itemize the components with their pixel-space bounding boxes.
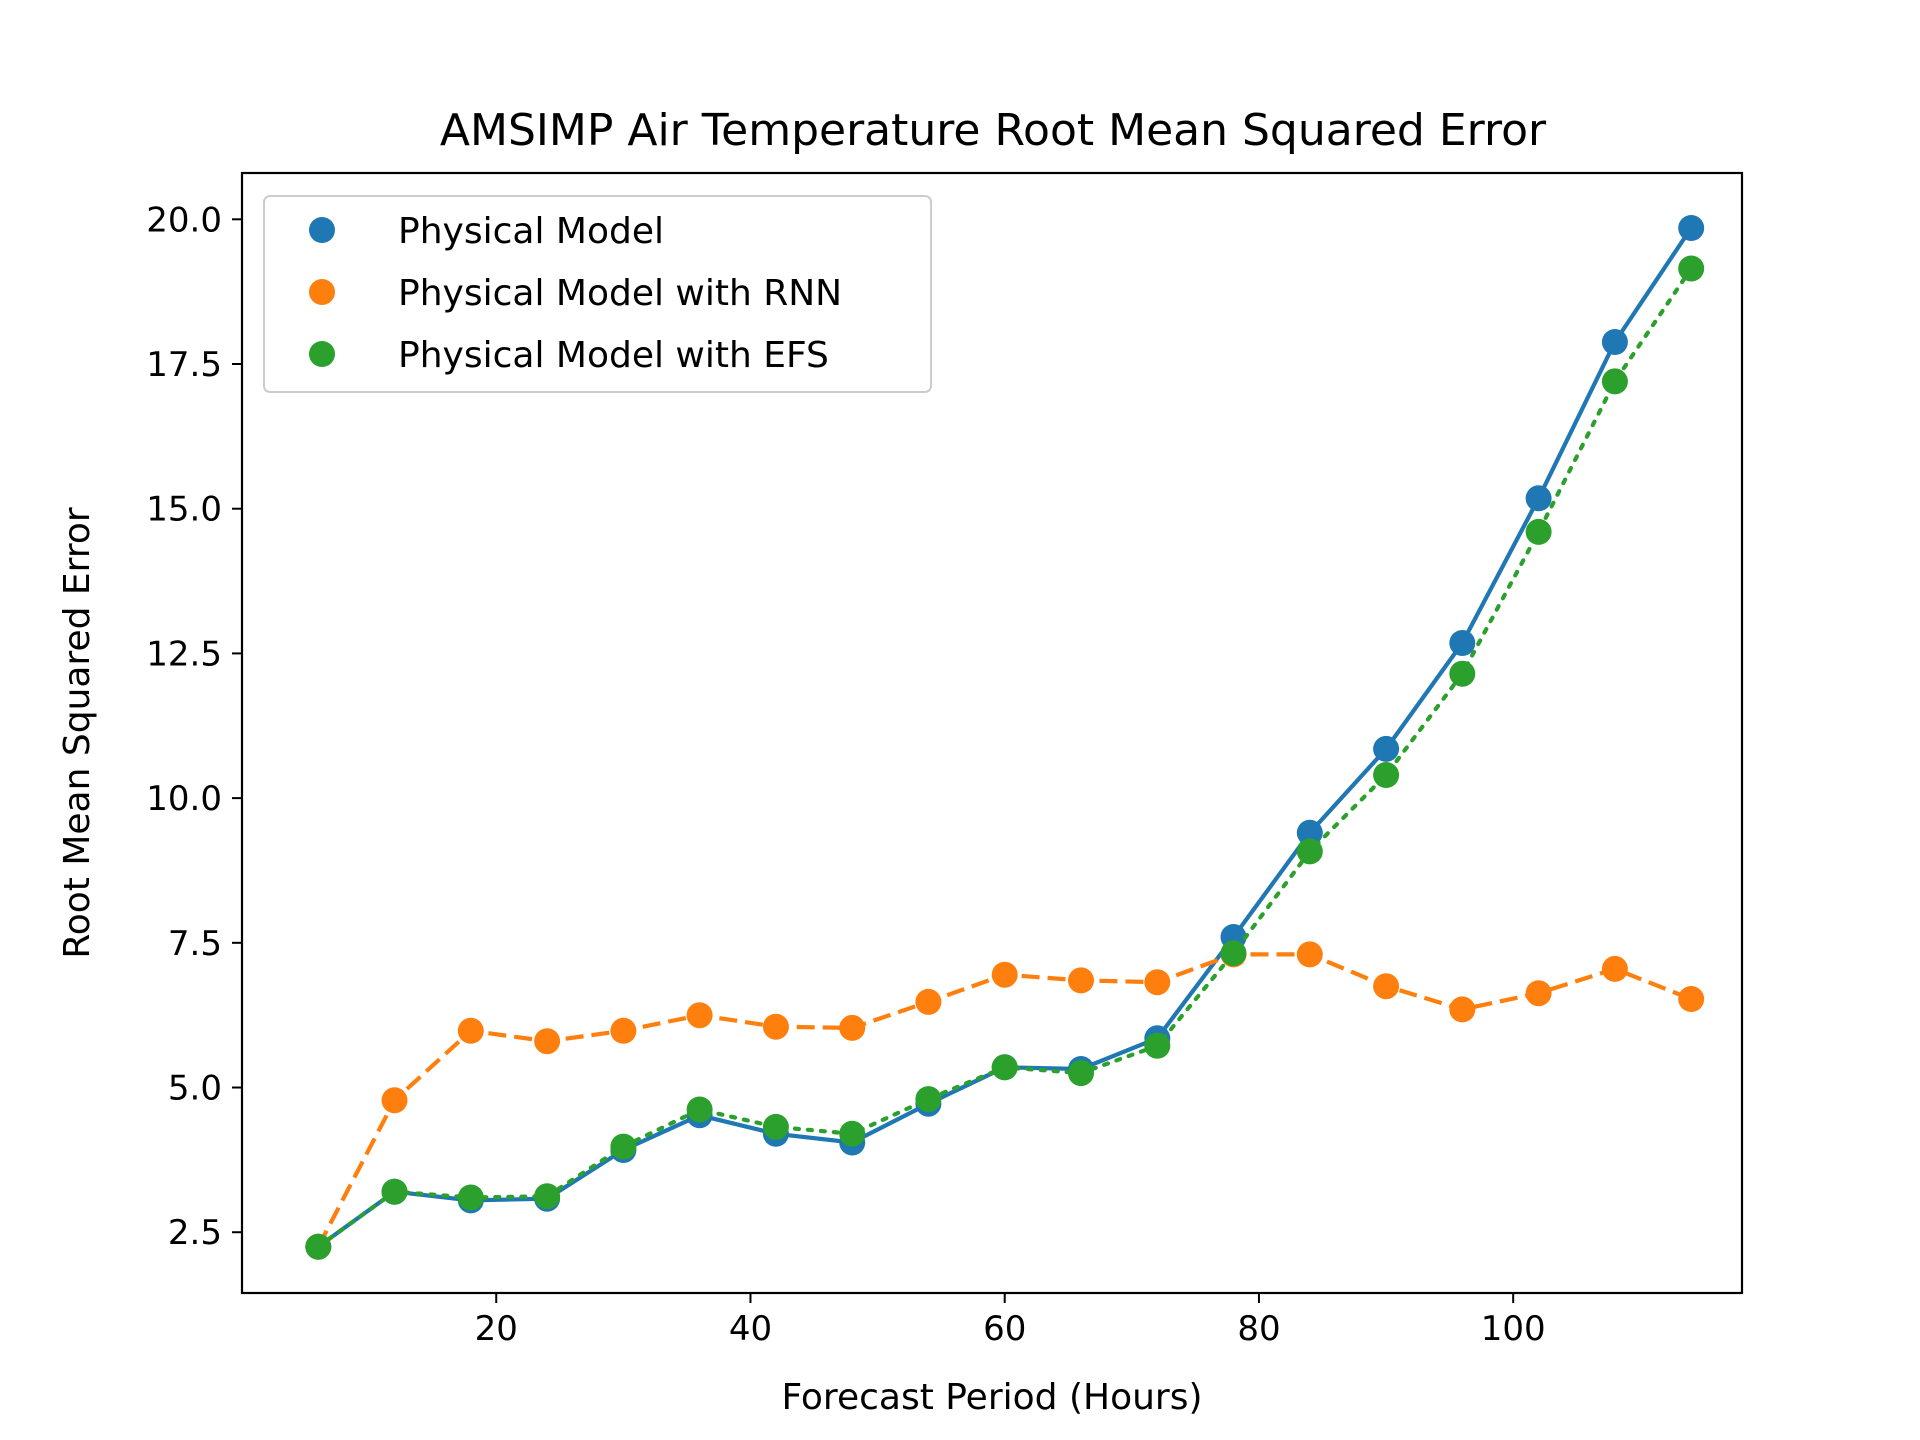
plot-area: 20 40 60 80 100 2.5 5.0 7.5 10.0 12.5 15.0 17.5 20.…	[146, 171, 1744, 1349]
legend-marker	[309, 341, 335, 367]
series-2-point	[1296, 941, 1323, 968]
y-tick-label: 17.5	[146, 345, 222, 385]
series-1-point	[1601, 329, 1628, 355]
series-layer	[305, 215, 1705, 1260]
x-axis-ticks: 20 40 60 80 100	[475, 1293, 1546, 1349]
legend-label: Physical Model	[398, 211, 664, 252]
x-tick-label: 80	[1237, 1309, 1280, 1349]
series-1-point	[1296, 819, 1323, 846]
series-2-point	[839, 1014, 866, 1041]
series-3-point	[610, 1133, 637, 1160]
series-3-point	[305, 1233, 332, 1260]
series-2-point	[534, 1028, 561, 1055]
series-3-point	[1449, 660, 1476, 687]
y-tick-label: 2.5	[168, 1213, 222, 1253]
series-2-point	[1449, 996, 1476, 1023]
y-axis-ticks: 2.5 5.0 7.5 10.0 12.5 15.0 17.5 20.0	[146, 200, 242, 1253]
series-3-point	[762, 1113, 789, 1140]
series-3-point	[839, 1120, 866, 1147]
series-2-point	[381, 1087, 408, 1114]
series-2-point	[610, 1017, 637, 1044]
series-2-point	[1525, 980, 1552, 1007]
series-3-point	[381, 1178, 408, 1205]
series-1-point	[1373, 735, 1400, 762]
y-tick-label: 10.0	[146, 779, 222, 819]
x-tick-label: 100	[1481, 1309, 1546, 1349]
series-2-point	[457, 1017, 484, 1044]
y-tick-label: 15.0	[146, 490, 222, 530]
y-tick-label: 5.0	[168, 1069, 222, 1109]
series-2-point	[1144, 969, 1171, 996]
series-1-point	[1449, 630, 1476, 656]
series-3-point	[1525, 518, 1552, 545]
series-3-point	[1296, 838, 1323, 865]
series-1-point	[1525, 485, 1552, 512]
y-tick-label: 20.0	[146, 200, 222, 240]
series-2-point	[1601, 955, 1628, 982]
y-tick-label: 12.5	[146, 634, 222, 674]
series-3-point	[1678, 255, 1705, 282]
legend-label: Physical Model with EFS	[398, 335, 829, 376]
series-3-point	[915, 1086, 942, 1113]
legend-marker	[309, 279, 335, 305]
series-3-point	[534, 1183, 561, 1210]
series-2-point	[686, 1002, 713, 1029]
legend-label: Physical Model with RNN	[398, 273, 842, 314]
series-3-point	[1601, 368, 1628, 395]
y-tick-label: 7.5	[168, 924, 222, 964]
series-2-point	[762, 1013, 789, 1040]
legend-frame	[263, 195, 932, 393]
series-2-point	[1678, 986, 1705, 1012]
series-3-point	[457, 1184, 484, 1211]
legend: Physical Model Physical Model with RNN Phy…	[263, 195, 932, 393]
x-tick-label: 20	[475, 1309, 518, 1349]
x-tick-label: 60	[983, 1309, 1026, 1349]
legend-marker	[309, 217, 335, 243]
x-axis-label: Forecast Period (Hours)	[781, 1377, 1202, 1418]
chart-title: AMSIMP Air Temperature Root Mean Squared…	[440, 105, 1547, 156]
series-3-point	[1373, 762, 1400, 788]
series-3-point	[991, 1054, 1018, 1081]
series-1-point	[1678, 215, 1705, 241]
series-3	[305, 255, 1705, 1260]
series-2-point	[915, 988, 942, 1015]
series-3-point	[1144, 1032, 1171, 1059]
series-2-point	[991, 961, 1018, 988]
plot-frame	[240, 171, 1744, 1295]
legend-items: Physical Model Physical Model with RNN Phy…	[309, 211, 842, 376]
x-tick-label: 40	[729, 1309, 772, 1349]
series-3-point	[1068, 1060, 1094, 1087]
series-3-point	[686, 1096, 713, 1123]
series-2-point	[1068, 967, 1094, 994]
series-2-point	[1373, 973, 1400, 1000]
series-3-point	[1220, 940, 1247, 967]
y-axis-label: Root Mean Squared Error	[57, 507, 98, 959]
